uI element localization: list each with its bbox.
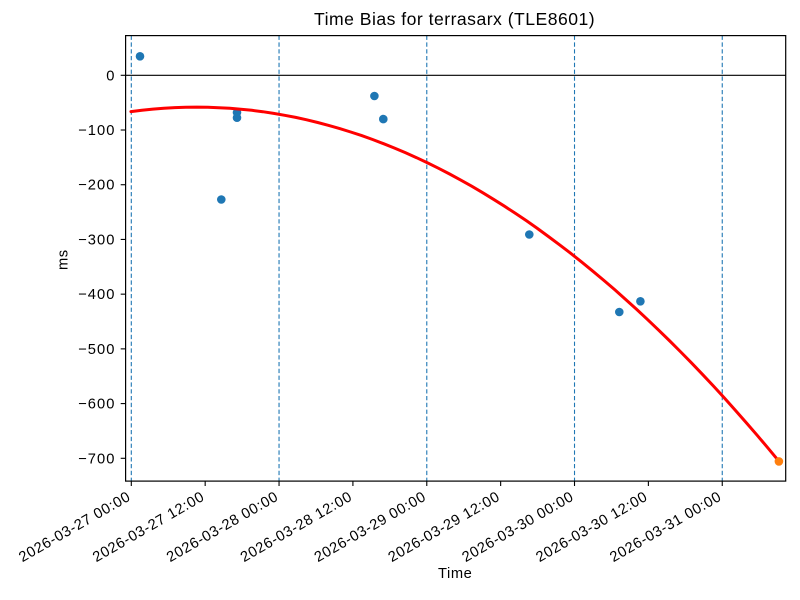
svg-text:−500: −500 bbox=[78, 342, 115, 358]
svg-text:0: 0 bbox=[106, 68, 115, 84]
svg-text:−700: −700 bbox=[78, 451, 115, 467]
svg-text:−200: −200 bbox=[78, 178, 115, 194]
svg-text:−600: −600 bbox=[78, 397, 115, 413]
svg-text:ms: ms bbox=[55, 249, 71, 270]
svg-text:−400: −400 bbox=[78, 287, 115, 303]
svg-text:Time: Time bbox=[438, 566, 473, 582]
svg-text:Time Bias for terrasarx (TLE86: Time Bias for terrasarx (TLE8601) bbox=[314, 9, 595, 29]
svg-text:−100: −100 bbox=[78, 123, 115, 139]
svg-text:−300: −300 bbox=[78, 232, 115, 248]
